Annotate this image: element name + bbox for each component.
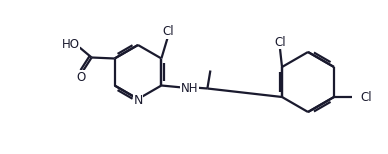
Text: Cl: Cl xyxy=(274,36,286,49)
Text: N: N xyxy=(133,93,143,107)
Text: NH: NH xyxy=(181,82,198,95)
Text: O: O xyxy=(76,71,85,84)
Text: Cl: Cl xyxy=(163,25,174,38)
Text: Cl: Cl xyxy=(360,91,372,103)
Text: HO: HO xyxy=(62,38,80,51)
